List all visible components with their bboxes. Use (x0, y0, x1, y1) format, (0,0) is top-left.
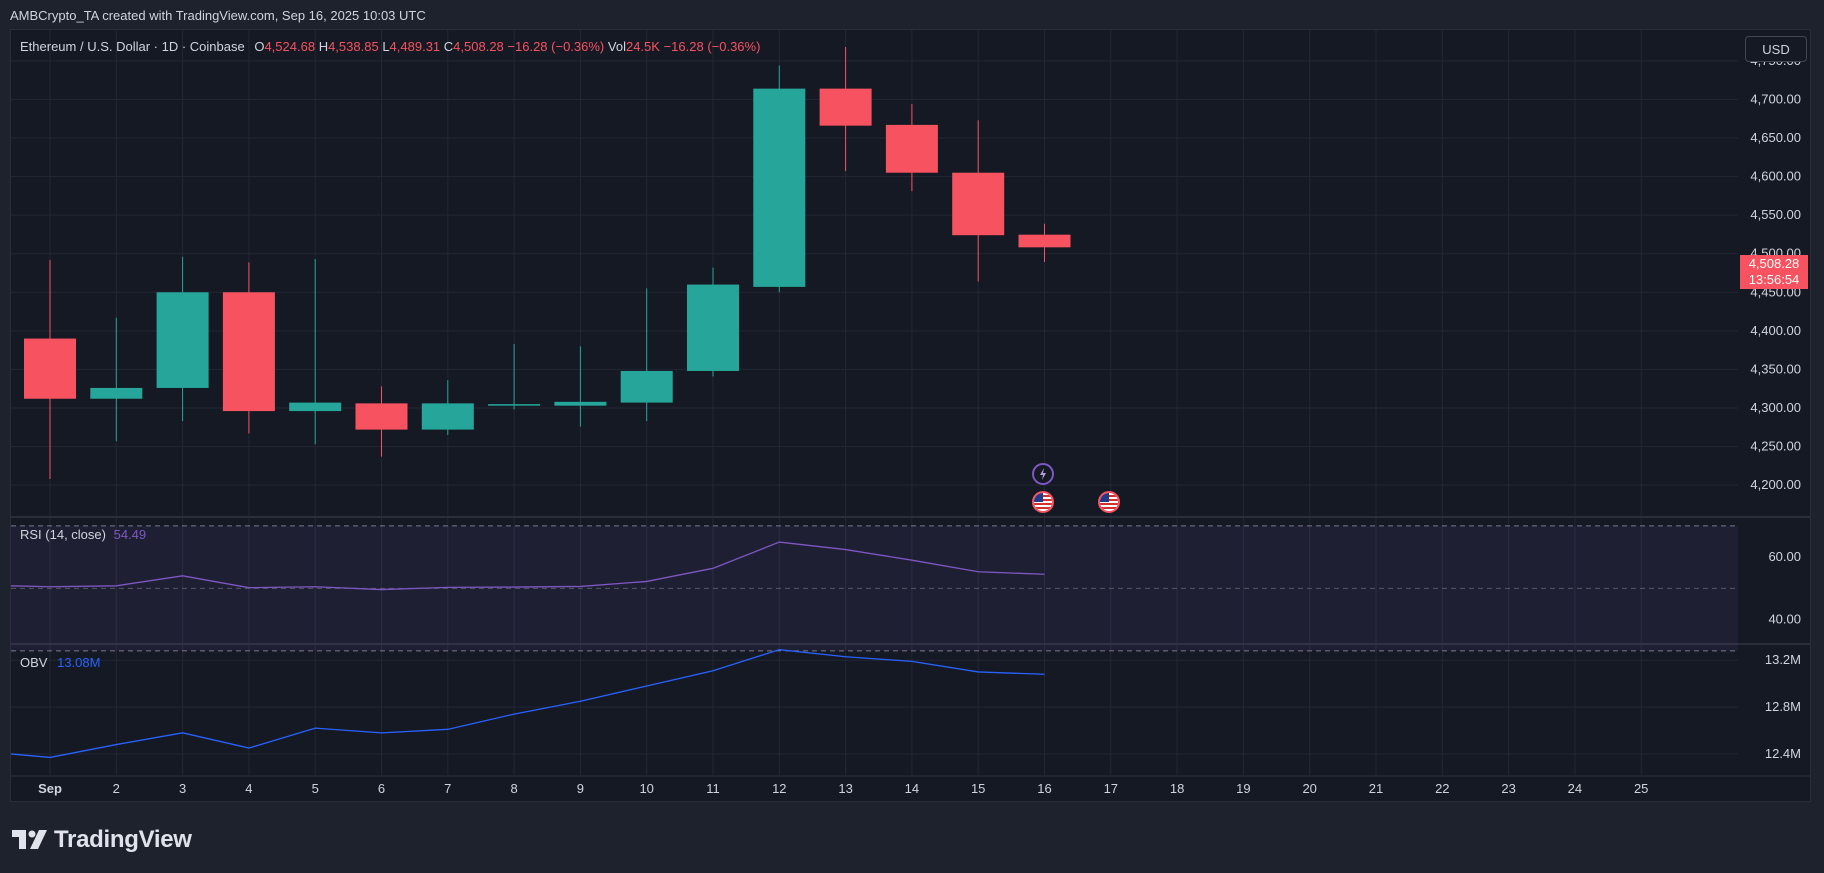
candle-body (1018, 234, 1071, 248)
candle-body (819, 88, 872, 126)
time-axis-tick: 3 (179, 781, 186, 796)
us-flag-icon[interactable] (1032, 491, 1054, 513)
time-axis-tick: 6 (378, 781, 385, 796)
time-axis-tick: 8 (510, 781, 517, 796)
time-axis-tick: 15 (971, 781, 985, 796)
time-axis-tick: 9 (577, 781, 584, 796)
obv-axis-tick: 12.4M (1765, 746, 1801, 761)
open-label: O (254, 39, 265, 54)
price-axis-tick: 4,400.00 (1750, 323, 1801, 338)
change-value: −16.28 (−0.36%) (507, 39, 605, 54)
time-axis-tick: 16 (1037, 781, 1051, 796)
rsi-value: 54.49 (113, 527, 147, 542)
time-axis-tick: 13 (838, 781, 852, 796)
price-axis-tick: 4,200.00 (1750, 477, 1801, 492)
open-value: 4,524.68 (264, 39, 316, 54)
chart-credit: AMBCrypto_TA created with TradingView.co… (10, 8, 426, 23)
time-axis-tick: 12 (772, 781, 786, 796)
time-axis-tick: 4 (245, 781, 252, 796)
time-axis-tick: 10 (639, 781, 653, 796)
rsi-band-fill (11, 525, 1738, 651)
candle-body (289, 402, 342, 412)
candle-body (885, 124, 938, 173)
chart-frame[interactable] (10, 29, 1811, 802)
time-axis-tick: 23 (1501, 781, 1515, 796)
obv-line (10, 649, 1045, 759)
candle-body (90, 387, 143, 399)
price-axis-tick: 4,550.00 (1750, 207, 1801, 222)
last-price-value: 4,508.28 (1748, 256, 1800, 271)
volume-label: Vol (607, 39, 626, 54)
symbol-legend: Ethereum / U.S. Dollar · 1D · Coinbase O… (20, 39, 760, 54)
symbol-name: Ethereum / U.S. Dollar · 1D · Coinbase (20, 39, 245, 54)
volume-change: −16.28 (−0.36%) (663, 39, 761, 54)
obv-title: OBV (20, 655, 48, 670)
price-axis-tick: 4,700.00 (1750, 91, 1801, 106)
candle-body (222, 292, 275, 412)
candle-body (488, 404, 541, 406)
time-axis-tick: 19 (1236, 781, 1250, 796)
time-axis-tick: 7 (444, 781, 451, 796)
rsi-title: RSI (14, close) (20, 527, 106, 542)
obv-axis-tick: 12.8M (1765, 699, 1801, 714)
candle-body (687, 284, 739, 371)
tradingview-logo-icon (12, 830, 47, 849)
time-axis-tick: 18 (1170, 781, 1184, 796)
time-axis-tick: 17 (1104, 781, 1118, 796)
candle-body (156, 292, 209, 388)
candle-body (554, 401, 607, 406)
close-value: 4,508.28 (453, 39, 504, 54)
logo-text: TradingView (54, 826, 192, 853)
rsi-axis-tick: 60.00 (1768, 549, 1801, 564)
low-label: L (382, 39, 390, 54)
close-label: C (443, 39, 454, 54)
high-value: 4,538.85 (328, 39, 379, 54)
obv-legend: OBV 13.08M (20, 655, 100, 670)
rsi-legend: RSI (14, close) 54.49 (20, 527, 146, 542)
price-axis-tick: 4,650.00 (1750, 130, 1801, 145)
time-axis-tick: Sep (38, 781, 62, 796)
bar-countdown: 13:56:54 (1748, 272, 1800, 287)
time-axis-tick: 25 (1634, 781, 1648, 796)
candle-body (753, 88, 806, 287)
rsi-line (10, 541, 1045, 591)
price-axis-tick: 4,250.00 (1750, 439, 1801, 454)
obv-axis-tick: 13.2M (1765, 652, 1801, 667)
low-value: 4,489.31 (389, 39, 441, 54)
candle-body (355, 403, 408, 430)
time-axis-tick: 21 (1369, 781, 1383, 796)
time-axis-tick: 14 (905, 781, 919, 796)
candle-body (952, 172, 1005, 236)
time-axis-tick: 24 (1568, 781, 1582, 796)
time-axis-tick: 20 (1302, 781, 1316, 796)
ethereum-event-icon[interactable] (1032, 463, 1054, 485)
price-axis-tick: 4,300.00 (1750, 400, 1801, 415)
price-axis-tick: 4,350.00 (1750, 361, 1801, 376)
us-flag-icon[interactable] (1098, 491, 1120, 513)
time-axis-tick: 22 (1435, 781, 1449, 796)
candle-body (620, 370, 673, 403)
high-label: H (318, 39, 329, 54)
candle-body (24, 338, 76, 399)
time-axis-tick: 5 (312, 781, 319, 796)
price-axis-tick: 4,600.00 (1750, 169, 1801, 184)
obv-value: 13.08M (57, 655, 101, 670)
time-axis-tick: 2 (113, 781, 120, 796)
volume-value: 24.5K (625, 39, 660, 54)
currency-button[interactable]: USD (1745, 36, 1807, 62)
last-price-label: 4,508.28 13:56:54 (1740, 255, 1808, 289)
rsi-axis-tick: 40.00 (1768, 612, 1801, 627)
candle-body (421, 403, 474, 430)
time-axis-tick: 11 (706, 781, 720, 796)
tradingview-logo[interactable]: TradingView (12, 826, 192, 854)
